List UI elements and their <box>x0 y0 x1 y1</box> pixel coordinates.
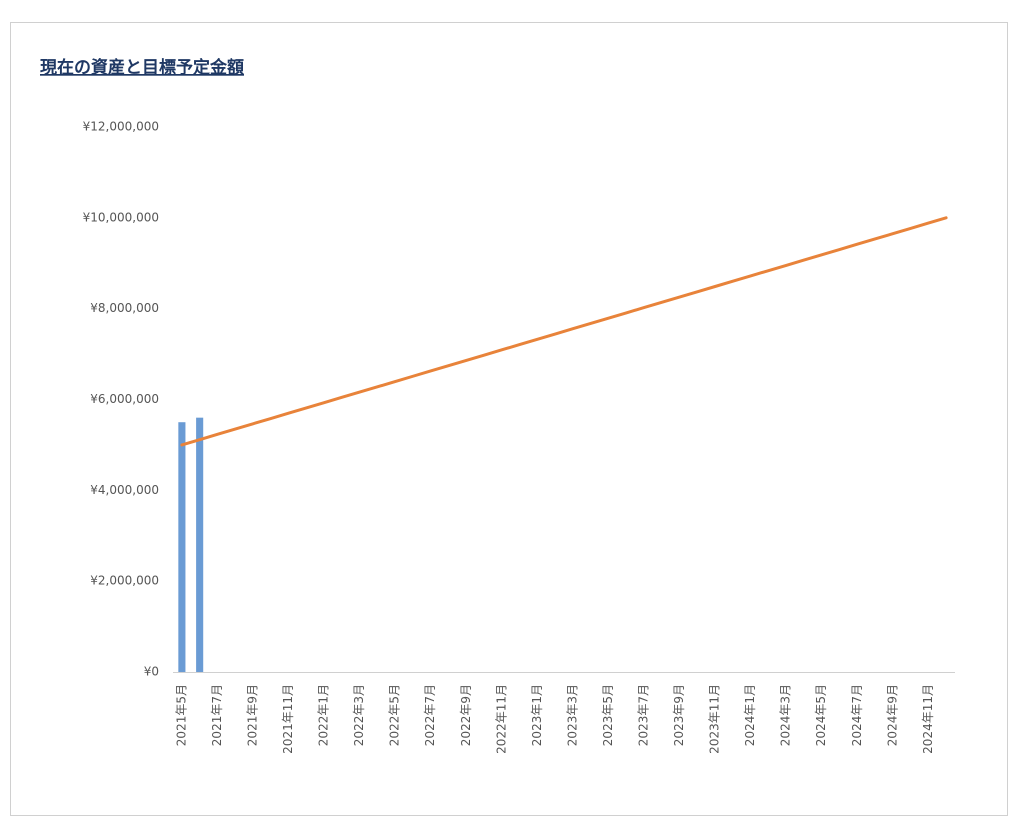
x-tick-label: 2022年7月 <box>423 684 437 746</box>
x-tick-label: 2024年9月 <box>885 684 899 746</box>
x-tick-label: 2023年7月 <box>636 684 650 746</box>
bar <box>178 422 186 672</box>
x-tick-label: 2023年1月 <box>530 684 544 746</box>
x-tick-label: 2021年7月 <box>210 684 224 746</box>
x-tick-label: 2022年3月 <box>352 684 366 746</box>
chart-frame <box>10 22 1008 816</box>
x-tick-label: 2021年9月 <box>245 684 259 746</box>
y-tick-label: ¥4,000,000 <box>90 483 159 497</box>
x-tick-label: 2021年11月 <box>281 684 295 754</box>
y-tick-label: ¥2,000,000 <box>90 574 159 588</box>
y-tick-label: ¥8,000,000 <box>90 301 159 315</box>
y-tick-label: ¥12,000,000 <box>83 120 159 134</box>
y-tick-label: ¥6,000,000 <box>90 392 159 406</box>
x-tick-label: 2022年1月 <box>317 684 331 746</box>
x-tick-label: 2023年5月 <box>601 684 615 746</box>
x-tick-label: 2024年5月 <box>814 684 828 746</box>
chart-title: 現在の資産と目標予定金額 <box>40 57 244 78</box>
x-tick-label: 2024年7月 <box>850 684 864 746</box>
line <box>180 216 948 447</box>
x-tick-label: 2023年9月 <box>672 684 686 746</box>
x-tick-label: 2023年3月 <box>565 684 579 746</box>
x-tick-label: 2024年11月 <box>921 684 935 754</box>
x-tick-label: 2024年1月 <box>743 684 757 746</box>
x-tick-label: 2024年3月 <box>779 684 793 746</box>
bar <box>196 417 204 672</box>
x-tick-label: 2022年11月 <box>494 684 508 754</box>
x-tick-label: 2021年5月 <box>174 684 188 746</box>
x-tick-label: 2022年9月 <box>459 684 473 746</box>
x-tick-label: 2022年5月 <box>388 684 402 746</box>
y-tick-label: ¥0 <box>144 665 159 679</box>
x-tick-label: 2023年11月 <box>708 684 722 754</box>
y-tick-label: ¥10,000,000 <box>83 210 159 224</box>
